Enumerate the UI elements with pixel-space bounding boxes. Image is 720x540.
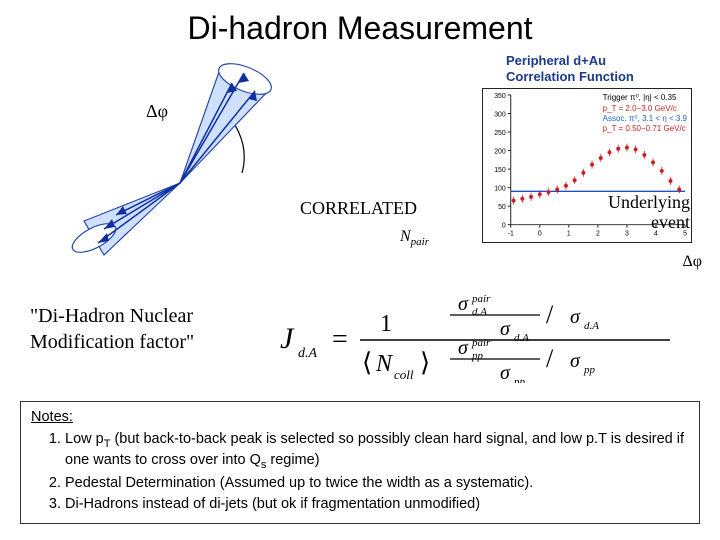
note-item: Di-Hadrons instead of di-jets (but ok if… (65, 495, 689, 515)
svg-text:d.A: d.A (584, 320, 599, 332)
svg-text:0: 0 (538, 231, 542, 238)
svg-text:σ: σ (458, 293, 469, 315)
upper-region: Δφ CORRELATED Npair Peripheral d+Au Corr… (0, 53, 720, 293)
chart-title: Peripheral d+Au Correlation Function (482, 53, 702, 84)
note-item: Low pT (but back-to-back peak is selecte… (65, 430, 689, 473)
svg-text:-1: -1 (508, 231, 514, 238)
svg-text:pair: pair (471, 337, 491, 349)
formula-num-one: 1 (380, 311, 392, 337)
chart-title-l1: Peripheral d+Au (506, 53, 606, 68)
svg-text:σ: σ (458, 337, 469, 359)
svg-text:pp: pp (471, 350, 484, 362)
svg-text:d.A: d.A (472, 306, 487, 318)
npair-n: N (400, 228, 411, 245)
underlying-l1: Underlying (608, 192, 690, 212)
formula-region: "Di-Hadron Nuclear Modification factor" … (0, 293, 720, 393)
npair-label: Npair (400, 228, 429, 248)
svg-text:/: / (546, 300, 554, 329)
chart-title-l2: Correlation Function (506, 69, 634, 84)
svg-text:100: 100 (494, 186, 506, 193)
svg-text:σ: σ (570, 306, 581, 328)
svg-text:50: 50 (498, 204, 506, 211)
delta-phi-diagram-label: Δφ (146, 101, 168, 122)
svg-text:pp: pp (513, 376, 526, 383)
svg-text:350: 350 (494, 93, 506, 100)
svg-text:pair: pair (471, 293, 491, 305)
mod-factor-l1: "Di-Hadron Nuclear (30, 305, 193, 327)
svg-text:pp: pp (583, 364, 596, 376)
formula-lhs: J (280, 322, 295, 355)
page-title: Di-hadron Measurement (0, 0, 720, 53)
svg-text:300: 300 (494, 112, 506, 119)
notes-box: Notes: Low pT (but back-to-back peak is … (20, 401, 700, 524)
formula-eq: = (332, 324, 348, 355)
mod-factor-label: "Di-Hadron Nuclear Modification factor" (30, 303, 194, 355)
note-item: Pedestal Determination (Assumed up to tw… (65, 474, 689, 494)
svg-text:d.A: d.A (514, 332, 529, 344)
formula: J d.A = 1 ⟨ N coll ⟩ σ pair d.A σ d.A (280, 293, 680, 383)
formula-ncoll-open: ⟨ (362, 348, 372, 377)
notes-heading: Notes: (31, 409, 73, 425)
formula-ncoll-close: ⟩ (420, 348, 430, 377)
svg-text:200: 200 (494, 149, 506, 156)
notes-list: Low pT (but back-to-back peak is selecte… (65, 430, 689, 515)
svg-text:150: 150 (494, 167, 506, 174)
svg-text:coll: coll (394, 367, 414, 382)
svg-text:0: 0 (502, 223, 506, 230)
cone-diagram (60, 63, 340, 263)
correlated-label: CORRELATED (300, 198, 417, 219)
svg-text:σ: σ (500, 318, 511, 340)
mod-factor-l2: Modification factor" (30, 331, 194, 353)
svg-text:250: 250 (494, 130, 506, 137)
svg-text:σ: σ (570, 350, 581, 372)
npair-sub: pair (411, 236, 429, 248)
svg-text:2: 2 (596, 231, 600, 238)
svg-text:/: / (546, 344, 554, 373)
delta-phi-axis-label: Δφ (682, 253, 702, 271)
underlying-event-label: Underlying event (608, 193, 690, 233)
svg-text:1: 1 (567, 231, 571, 238)
svg-text:N: N (375, 351, 394, 377)
formula-lhs-sub: d.A (298, 346, 318, 361)
underlying-l2: event (651, 212, 690, 232)
svg-text:σ: σ (500, 362, 511, 383)
